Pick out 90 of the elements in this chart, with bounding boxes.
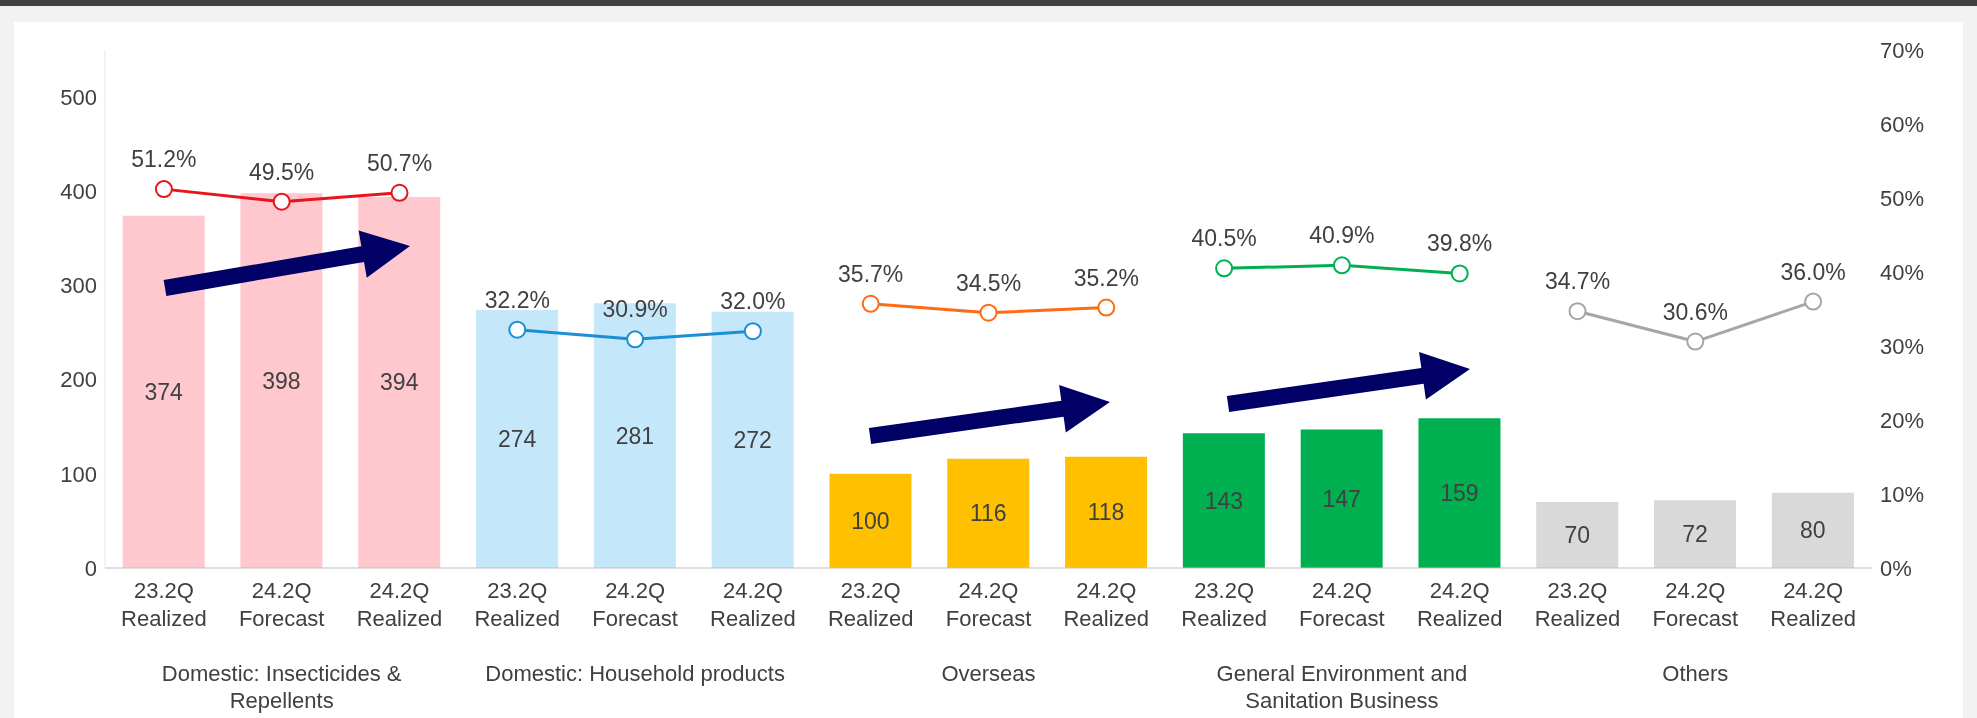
bar — [1300, 429, 1383, 568]
data-label: 50.7% — [366, 149, 433, 176]
y2-tick-label: 20% — [1880, 407, 1925, 433]
bar — [1418, 418, 1501, 568]
y2-tick-label: 30% — [1880, 333, 1925, 359]
x-tick-label: 23.2Q Realized — [121, 578, 207, 631]
point — [272, 192, 291, 211]
point — [1097, 298, 1116, 317]
point — [1686, 332, 1705, 351]
x-tick-label: 23.2Q Realized — [474, 578, 561, 631]
text: General Environment and Sanitation Business — [1215, 660, 1469, 714]
y-tick-label: 400 — [60, 179, 97, 205]
point — [1804, 292, 1823, 311]
data-label: 398 — [262, 367, 301, 394]
x-tick-label: 24.2Q Forecast — [238, 578, 325, 631]
data-label: 100 — [851, 507, 890, 534]
data-label: 34.7% — [1544, 268, 1611, 295]
y2-tick-label: 10% — [1880, 481, 1925, 507]
data-label: 80 — [1800, 517, 1826, 544]
data-label: 30.6% — [1662, 298, 1728, 325]
y2-tick-label: 50% — [1880, 185, 1925, 211]
y-tick-label: 100 — [60, 461, 97, 487]
x-tick-label: 24.2Q Forecast — [1299, 578, 1385, 631]
y-tick-label: 200 — [60, 367, 97, 393]
y2-tick-label: 70% — [1880, 37, 1925, 63]
data-label: 274 — [497, 425, 537, 452]
text: Others — [1661, 660, 1730, 687]
y2-tick-label: 0% — [1880, 555, 1912, 581]
data-label: 159 — [1440, 480, 1479, 507]
point — [861, 294, 880, 313]
y2-tick-label: 60% — [1880, 111, 1925, 137]
bar — [1654, 500, 1737, 568]
y-tick-label: 300 — [60, 273, 97, 299]
bar — [476, 309, 559, 568]
y2-tick-label: 40% — [1880, 259, 1925, 285]
data-label: 143 — [1204, 487, 1244, 514]
bar — [1536, 502, 1619, 568]
y-tick-label: 0 — [84, 555, 97, 581]
text: Domestic: Insecticides & Repellents — [160, 660, 403, 714]
data-label: 72 — [1682, 521, 1708, 548]
data-label: 147 — [1322, 485, 1361, 512]
point — [743, 322, 762, 341]
point — [1215, 259, 1234, 278]
data-label: 36.0% — [1780, 258, 1846, 285]
data-label: 40.9% — [1309, 222, 1375, 249]
data-label: 32.0% — [720, 288, 786, 315]
data-label: 374 — [144, 378, 184, 405]
data-label: 35.7% — [838, 260, 904, 287]
text: Domestic: Household products — [485, 660, 786, 687]
data-label: 34.5% — [955, 269, 1022, 296]
point — [390, 183, 409, 202]
x-tick-label: 23.2Q Realized — [1181, 578, 1267, 631]
x-tick-label: 24.2Q Forecast — [945, 578, 1032, 631]
x-tick-label: 24.2Q Realized — [356, 578, 443, 631]
data-label: 49.5% — [249, 158, 315, 185]
data-label: 30.9% — [602, 296, 668, 323]
point — [979, 303, 998, 322]
x-tick-label: 24.2Q Realized — [710, 578, 796, 631]
bar — [1182, 433, 1265, 568]
data-label: 281 — [615, 422, 655, 449]
data-label: 35.2% — [1073, 264, 1139, 291]
y-tick-label: 500 — [60, 84, 97, 110]
data-label: 70 — [1564, 522, 1591, 549]
x-tick-label: 23.2Q Realized — [827, 578, 914, 631]
data-label: 40.5% — [1191, 225, 1257, 252]
data-label: 118 — [1087, 499, 1125, 526]
point — [1332, 256, 1351, 275]
x-tick-label: 23.2Q Realized — [1534, 578, 1621, 631]
data-label: 51.2% — [131, 146, 197, 173]
x-tick-label: 24.2Q Realized — [1416, 578, 1503, 631]
x-tick-label: 24.2Q Forecast — [1652, 578, 1739, 631]
point — [626, 330, 645, 349]
bar — [947, 458, 1030, 568]
point — [508, 320, 527, 339]
x-tick-label: 24.2Q Forecast — [592, 578, 678, 631]
text: Overseas — [940, 660, 1037, 687]
data-label: 32.2% — [484, 286, 550, 313]
point — [154, 180, 173, 199]
point — [1568, 302, 1587, 321]
bar — [1771, 492, 1854, 568]
point — [1450, 264, 1469, 283]
data-label: 116 — [969, 500, 1007, 527]
bar — [711, 311, 794, 568]
x-tick-label: 24.2Q Realized — [1063, 578, 1150, 631]
data-label: 272 — [733, 426, 772, 453]
data-label: 394 — [380, 369, 419, 396]
bar — [1065, 456, 1148, 568]
data-label: 39.8% — [1427, 230, 1493, 257]
x-tick-label: 24.2Q Realized — [1770, 578, 1856, 631]
bar — [829, 473, 912, 568]
